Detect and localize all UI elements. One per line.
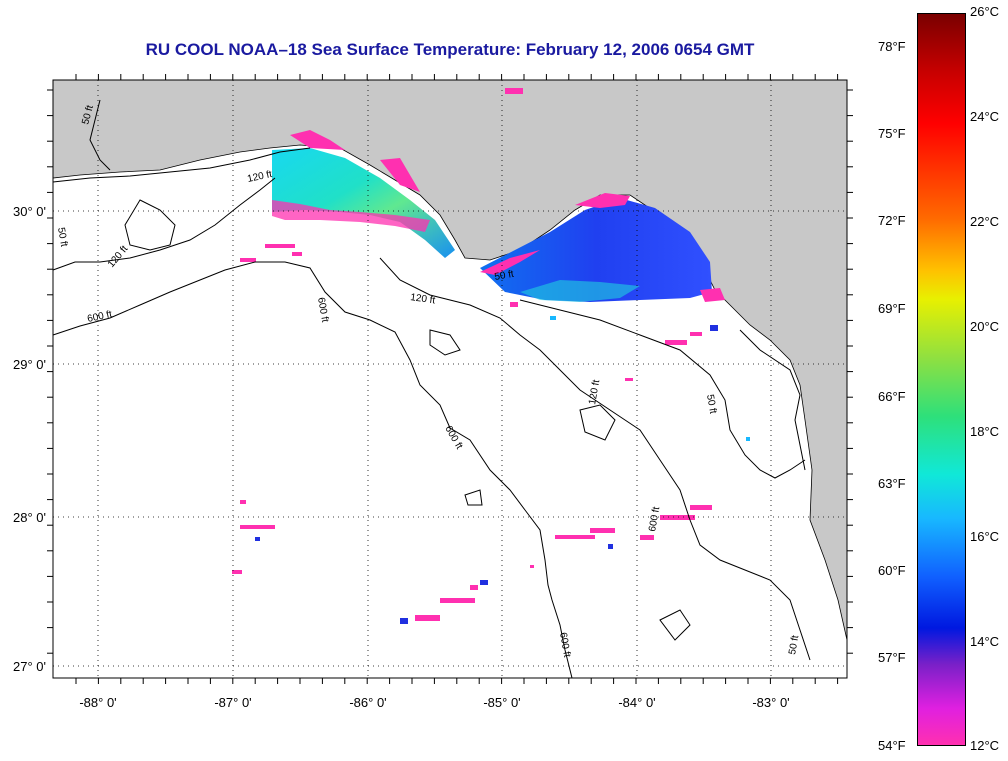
sst-panhandle <box>272 130 455 258</box>
celsius-label: 14°C <box>970 634 1000 649</box>
depth-contours <box>52 99 811 679</box>
fahrenheit-label: 60°F <box>878 563 906 578</box>
fahrenheit-label: 72°F <box>878 213 906 228</box>
lat-label: 28° 0' <box>13 510 46 525</box>
celsius-label: 26°C <box>970 4 1000 19</box>
celsius-label: 24°C <box>970 109 1000 124</box>
map-frame <box>52 79 848 679</box>
contour-label: 50 ft <box>494 269 515 283</box>
fahrenheit-label: 63°F <box>878 476 906 491</box>
tick-marks <box>47 74 853 684</box>
contour-label: 600 ft <box>557 632 572 659</box>
map-title: RU COOL NOAA–18 Sea Surface Temperature:… <box>145 40 755 59</box>
contour-label: 600 ft <box>315 297 330 324</box>
contour-label: 120 ft <box>246 169 273 185</box>
celsius-label: 22°C <box>970 214 1000 229</box>
fahrenheit-label: 75°F <box>878 126 906 141</box>
lon-label: -83° 0' <box>752 695 789 710</box>
lat-label: 30° 0' <box>13 204 46 219</box>
celsius-label: 20°C <box>970 319 1000 334</box>
lon-label: -87° 0' <box>214 695 251 710</box>
contour-label: 50 ft <box>704 394 718 415</box>
celsius-label: 12°C <box>970 738 1000 753</box>
contour-label: 50 ft <box>787 634 801 655</box>
lat-label: 27° 0' <box>13 659 46 674</box>
contour-label: 50 ft <box>55 227 69 248</box>
land <box>52 79 848 641</box>
lon-label: -88° 0' <box>79 695 116 710</box>
fahrenheit-label: 69°F <box>878 301 906 316</box>
sst-bigbend <box>480 193 725 302</box>
lon-label: -86° 0' <box>349 695 386 710</box>
lat-label: 29° 0' <box>13 357 46 372</box>
temperature-colorbar <box>917 13 966 746</box>
celsius-label: 16°C <box>970 529 1000 544</box>
fahrenheit-label: 54°F <box>878 738 906 753</box>
celsius-label: 18°C <box>970 424 1000 439</box>
contour-label: 120 ft <box>410 292 437 306</box>
lon-label: -84° 0' <box>618 695 655 710</box>
lon-label: -85° 0' <box>483 695 520 710</box>
sst-scatter <box>232 88 750 624</box>
fahrenheit-label: 66°F <box>878 389 906 404</box>
contour-label: 600 ft <box>647 506 662 533</box>
lon-labels: -88° 0' -87° 0' -86° 0' -85° 0' -84° 0' … <box>79 695 789 710</box>
fahrenheit-label: 78°F <box>878 39 906 54</box>
fahrenheit-label: 57°F <box>878 650 906 665</box>
contour-label: 600 ft <box>86 309 113 325</box>
lat-labels: 30° 0' 29° 0' 28° 0' 27° 0' <box>13 204 46 674</box>
contour-label: 120 ft <box>587 379 602 406</box>
contour-label: 50 ft <box>80 104 96 126</box>
